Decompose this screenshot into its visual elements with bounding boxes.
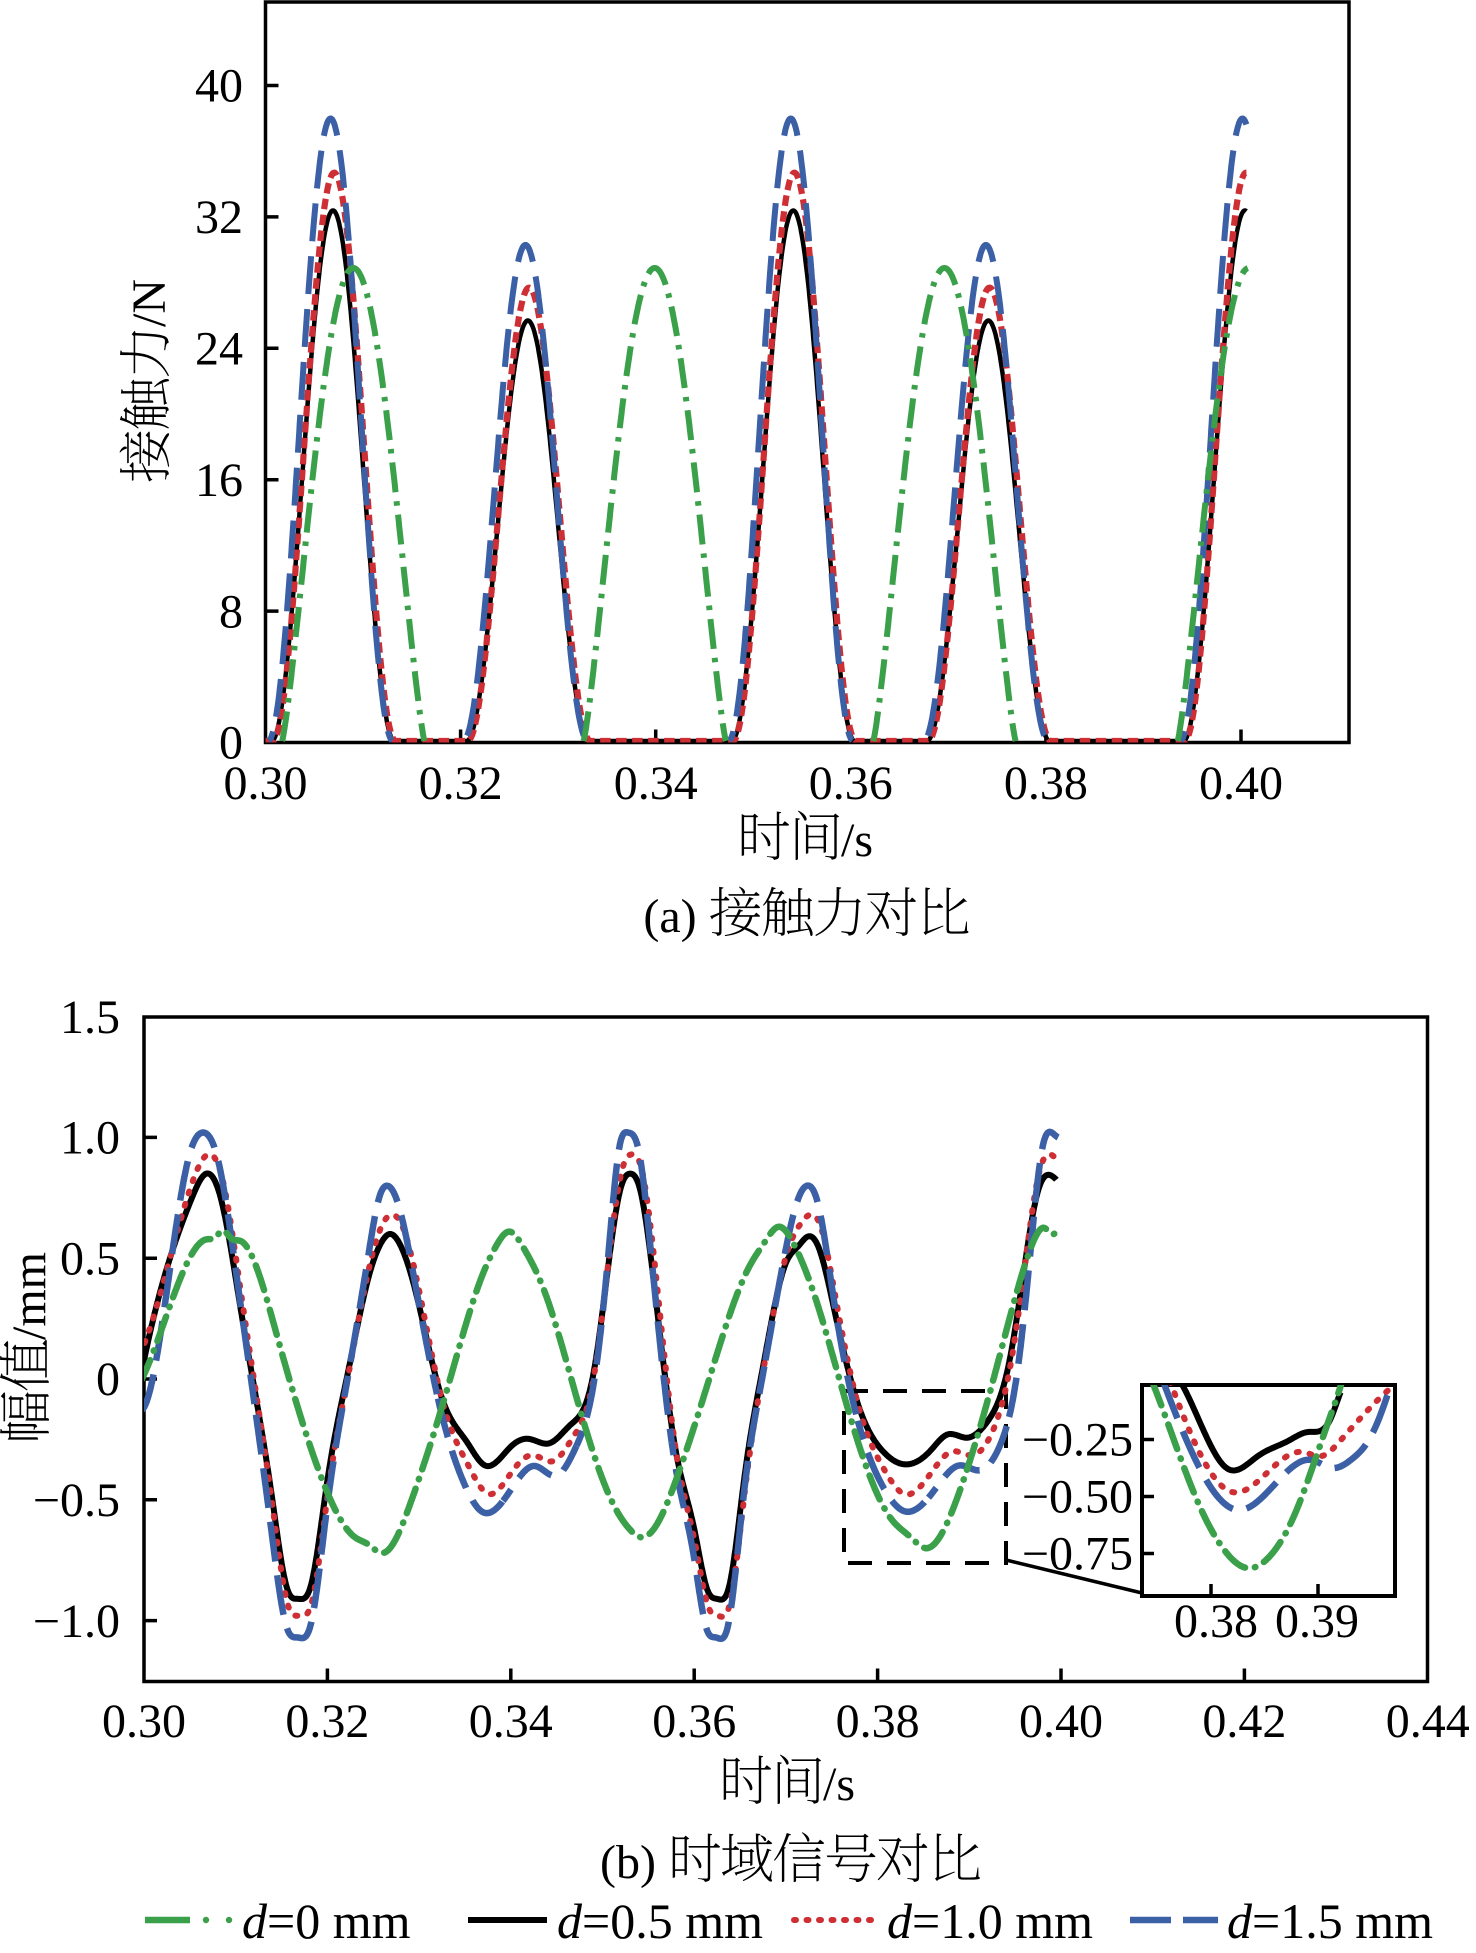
svg-text:0.30: 0.30 xyxy=(224,757,308,810)
svg-text:d: d xyxy=(557,1893,583,1949)
svg-text:−1.0: −1.0 xyxy=(33,1595,120,1648)
svg-text:−0.25: −0.25 xyxy=(1022,1414,1133,1467)
svg-text:d: d xyxy=(887,1893,913,1949)
svg-text:(b): (b) xyxy=(600,1836,656,1889)
svg-text:(a): (a) xyxy=(643,890,696,943)
svg-text:0.38: 0.38 xyxy=(1004,757,1088,810)
svg-text:d: d xyxy=(242,1893,268,1949)
svg-text:40: 40 xyxy=(195,60,243,113)
svg-text:0.34: 0.34 xyxy=(469,1695,553,1748)
svg-text:/mm: /mm xyxy=(3,1252,56,1340)
svg-text:0.32: 0.32 xyxy=(419,757,503,810)
svg-text:0.44: 0.44 xyxy=(1386,1695,1470,1748)
svg-text:−0.50: −0.50 xyxy=(1022,1471,1133,1524)
svg-text:/s: /s xyxy=(841,814,873,867)
svg-text:0: 0 xyxy=(219,717,243,770)
svg-text:0.36: 0.36 xyxy=(652,1695,736,1748)
svg-text:16: 16 xyxy=(195,454,243,507)
svg-text:0.30: 0.30 xyxy=(102,1695,186,1748)
svg-text:0.36: 0.36 xyxy=(809,757,893,810)
svg-text:−0.5: −0.5 xyxy=(33,1474,120,1527)
svg-text:=1.0 mm: =1.0 mm xyxy=(912,1893,1093,1949)
svg-text:0.40: 0.40 xyxy=(1199,757,1283,810)
svg-text:0.42: 0.42 xyxy=(1202,1695,1286,1748)
svg-text:/s: /s xyxy=(823,1758,855,1811)
svg-text:0.34: 0.34 xyxy=(614,757,698,810)
svg-text:0.40: 0.40 xyxy=(1019,1695,1103,1748)
svg-text:/N: /N xyxy=(123,279,176,327)
svg-text:0.38: 0.38 xyxy=(1174,1595,1258,1648)
svg-text:0: 0 xyxy=(96,1353,120,1406)
svg-text:1.0: 1.0 xyxy=(60,1112,120,1165)
svg-text:1.5: 1.5 xyxy=(60,991,120,1044)
svg-text:0.39: 0.39 xyxy=(1275,1595,1359,1648)
svg-text:0.38: 0.38 xyxy=(836,1695,920,1748)
svg-text:24: 24 xyxy=(195,323,243,376)
svg-text:0.32: 0.32 xyxy=(285,1695,369,1748)
svg-text:0.5: 0.5 xyxy=(60,1232,120,1285)
svg-text:=0.5 mm: =0.5 mm xyxy=(582,1893,763,1949)
svg-text:d: d xyxy=(1227,1893,1253,1949)
svg-text:=0 mm: =0 mm xyxy=(267,1893,411,1949)
svg-text:8: 8 xyxy=(219,585,243,638)
svg-text:=1.5 mm: =1.5 mm xyxy=(1252,1893,1433,1949)
svg-text:32: 32 xyxy=(195,191,243,244)
svg-text:−0.75: −0.75 xyxy=(1022,1528,1133,1581)
